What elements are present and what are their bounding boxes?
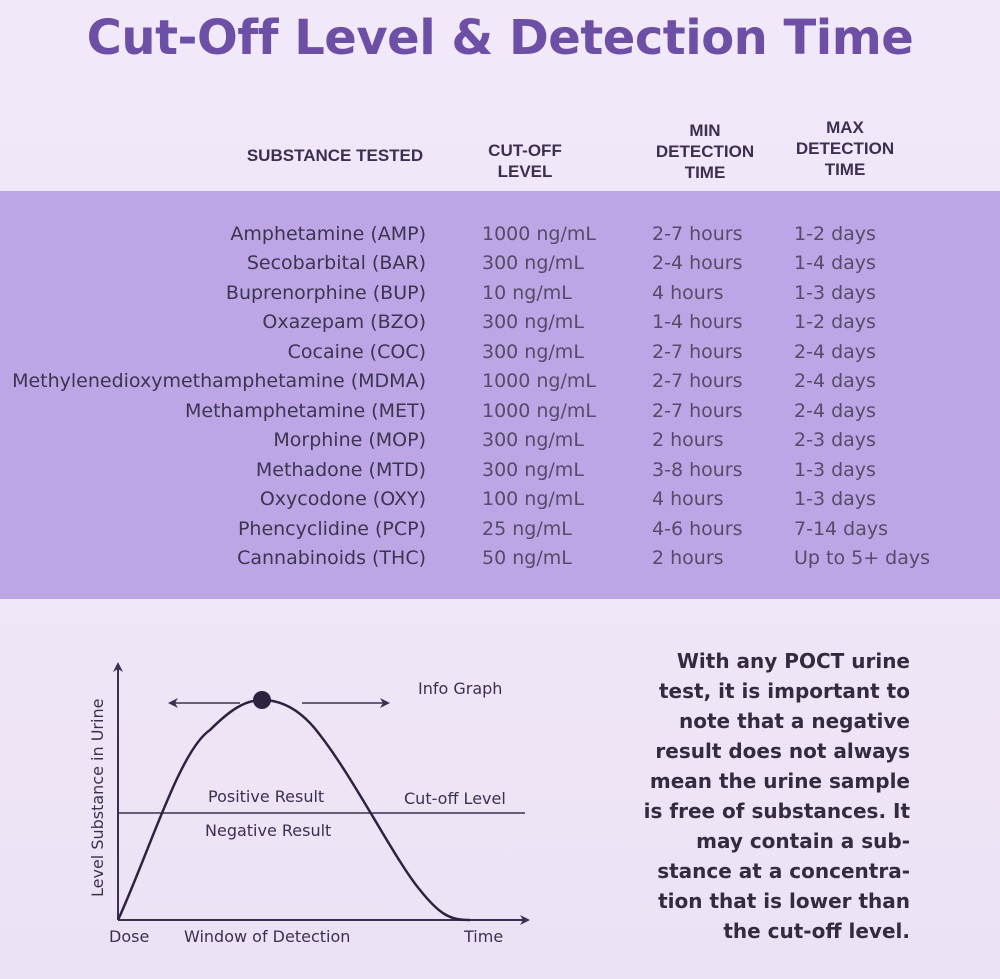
- info-note: With any POCT urine test, it is importan…: [620, 646, 910, 946]
- dose-label: Dose: [109, 927, 149, 946]
- table-row: Cannabinoids (THC) 50 ng/mL 2 hours Up t…: [0, 547, 1000, 576]
- table-row: Buprenorphine (BUP) 10 ng/mL 4 hours 1-3…: [0, 282, 1000, 311]
- min-time-cell: 1-4 hours: [652, 311, 743, 333]
- substance-cell: Oxazepam (BZO): [262, 311, 426, 333]
- min-time-cell: 2-7 hours: [652, 223, 743, 245]
- time-label: Time: [463, 927, 503, 946]
- note-line: test, it is important to: [659, 679, 910, 703]
- substance-cell: Methylenedioxymethamphetamine (MDMA): [12, 370, 426, 392]
- max-time-cell: 1-2 days: [794, 223, 876, 245]
- header-min-detection: MIN DETECTION TIME: [640, 120, 770, 183]
- header-min-line: TIME: [684, 163, 726, 182]
- min-time-cell: 2 hours: [652, 547, 724, 569]
- min-time-cell: 2 hours: [652, 429, 724, 451]
- table-row: Oxazepam (BZO) 300 ng/mL 1-4 hours 1-2 d…: [0, 311, 1000, 340]
- cutoff-level-label: Cut-off Level: [404, 789, 506, 808]
- max-time-cell: 2-4 days: [794, 341, 876, 363]
- cutoff-cell: 100 ng/mL: [482, 488, 584, 510]
- page-title: Cut-Off Level & Detection Time: [86, 10, 914, 66]
- cutoff-cell: 50 ng/mL: [482, 547, 572, 569]
- note-line: is free of substances. It: [643, 799, 910, 823]
- max-time-cell: Up to 5+ days: [794, 547, 931, 569]
- window-label: Window of Detection: [184, 927, 350, 946]
- cutoff-cell: 1000 ng/mL: [482, 400, 596, 422]
- max-time-cell: 7-14 days: [794, 518, 889, 540]
- cutoff-cell: 300 ng/mL: [482, 311, 584, 333]
- header-max-line: DETECTION: [795, 139, 895, 158]
- table-row: Phencyclidine (PCP) 25 ng/mL 4-6 hours 7…: [0, 518, 1000, 547]
- note-line: the cut-off level.: [723, 919, 910, 943]
- header-max-line: TIME: [824, 160, 866, 179]
- table-row: Oxycodone (OXY) 100 ng/mL 4 hours 1-3 da…: [0, 488, 1000, 517]
- y-axis-label: Level Substance in Urine: [88, 699, 107, 897]
- table-row: Amphetamine (AMP) 1000 ng/mL 2-7 hours 1…: [0, 223, 1000, 252]
- cutoff-cell: 1000 ng/mL: [482, 370, 596, 392]
- cutoff-cell: 1000 ng/mL: [482, 223, 596, 245]
- min-time-cell: 4-6 hours: [652, 518, 743, 540]
- peak-dot: [253, 691, 271, 709]
- substance-cell: Secobarbital (BAR): [246, 252, 426, 274]
- table-band: [0, 191, 1000, 599]
- max-time-cell: 1-3 days: [794, 282, 876, 304]
- max-time-cell: 1-3 days: [794, 488, 876, 510]
- substance-cell: Morphine (MOP): [273, 429, 426, 451]
- positive-result-label: Positive Result: [208, 787, 324, 806]
- header-substance: SUBSTANCE TESTED: [246, 146, 424, 165]
- header-max-detection: MAX DETECTION TIME: [780, 117, 910, 180]
- table-row: Methamphetamine (MET) 1000 ng/mL 2-7 hou…: [0, 400, 1000, 429]
- header-cutoff-line: CUT-OFF: [488, 141, 562, 160]
- cutoff-cell: 300 ng/mL: [482, 341, 584, 363]
- substance-cell: Methamphetamine (MET): [185, 400, 426, 422]
- note-line: result does not always: [655, 739, 910, 763]
- min-time-cell: 2-7 hours: [652, 341, 743, 363]
- max-time-cell: 2-4 days: [794, 370, 876, 392]
- info-graph: Info Graph Positive Result Negative Resu…: [88, 662, 530, 946]
- substance-cell: Cocaine (COC): [287, 341, 426, 363]
- min-time-cell: 3-8 hours: [652, 459, 743, 481]
- max-time-cell: 1-3 days: [794, 459, 876, 481]
- note-line: note that a negative: [679, 709, 910, 733]
- table-row: Cocaine (COC) 300 ng/mL 2-7 hours 2-4 da…: [0, 341, 1000, 370]
- max-time-cell: 2-3 days: [794, 429, 876, 451]
- table-row: Morphine (MOP) 300 ng/mL 2 hours 2-3 day…: [0, 429, 1000, 458]
- header-min-line: DETECTION: [655, 142, 755, 161]
- min-time-cell: 2-4 hours: [652, 252, 743, 274]
- graph-title: Info Graph: [418, 679, 502, 698]
- min-time-cell: 4 hours: [652, 282, 724, 304]
- table-row: Methadone (MTD) 300 ng/mL 3-8 hours 1-3 …: [0, 459, 1000, 488]
- cutoff-cell: 300 ng/mL: [482, 252, 584, 274]
- cutoff-cell: 25 ng/mL: [482, 518, 572, 540]
- cutoff-cell: 300 ng/mL: [482, 459, 584, 481]
- header-min-line: MIN: [689, 121, 721, 140]
- header-cutoff-line: LEVEL: [497, 162, 553, 181]
- min-time-cell: 2-7 hours: [652, 370, 743, 392]
- note-line: may contain a sub-: [696, 829, 910, 853]
- cutoff-cell: 300 ng/mL: [482, 429, 584, 451]
- substance-cell: Buprenorphine (BUP): [225, 282, 426, 304]
- substance-cell: Oxycodone (OXY): [259, 488, 426, 510]
- concentration-curve: [116, 698, 471, 922]
- max-time-cell: 2-4 days: [794, 400, 876, 422]
- min-time-cell: 4 hours: [652, 488, 724, 510]
- substance-cell: Methadone (MTD): [255, 459, 426, 481]
- substance-cell: Phencyclidine (PCP): [237, 518, 426, 540]
- cutoff-cell: 10 ng/mL: [482, 282, 572, 304]
- table-row: Methylenedioxymethamphetamine (MDMA) 100…: [0, 370, 1000, 399]
- substance-cell: Amphetamine (AMP): [230, 223, 426, 245]
- header-max-line: MAX: [826, 118, 864, 137]
- max-time-cell: 1-2 days: [794, 311, 876, 333]
- table-row: Secobarbital (BAR) 300 ng/mL 2-4 hours 1…: [0, 252, 1000, 281]
- substance-cell: Cannabinoids (THC): [237, 547, 426, 569]
- note-line: mean the urine sample: [649, 769, 910, 793]
- max-time-cell: 1-4 days: [794, 252, 876, 274]
- note-line: tion that is lower than: [658, 889, 910, 913]
- header-cutoff: CUT-OFF LEVEL: [460, 140, 590, 182]
- note-line: stance at a concentra-: [657, 859, 910, 883]
- negative-result-label: Negative Result: [205, 821, 331, 840]
- min-time-cell: 2-7 hours: [652, 400, 743, 422]
- note-line: With any POCT urine: [676, 649, 910, 673]
